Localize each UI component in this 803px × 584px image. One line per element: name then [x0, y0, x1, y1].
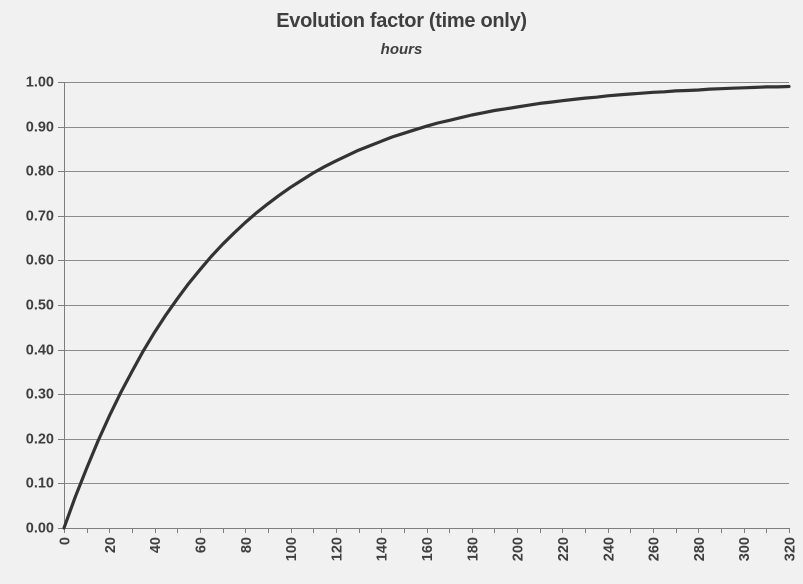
y-tick-label: 0.60 — [26, 253, 54, 269]
series-line-evolution-factor — [62, 84, 791, 530]
x-tick-label: 300 — [737, 537, 753, 561]
x-tick-label: 180 — [465, 537, 481, 561]
y-tick-label: 0.70 — [26, 209, 54, 225]
chart-title: Evolution factor (time only) — [276, 10, 527, 32]
y-tick-label: 0.30 — [26, 387, 54, 403]
y-tick-label: 0.40 — [26, 343, 54, 359]
x-tick-label: 260 — [647, 537, 663, 561]
x-tick-label: 320 — [783, 537, 799, 561]
y-tick-label: 0.90 — [26, 120, 54, 136]
x-tick-label: 20 — [103, 537, 119, 553]
x-tick-label: 220 — [556, 537, 572, 561]
x-tick-label: 240 — [601, 537, 617, 561]
y-tick-label: 0.80 — [26, 164, 54, 180]
x-tick-label: 140 — [375, 537, 391, 561]
y-tick-label: 1.00 — [26, 75, 54, 91]
x-tick-label: 80 — [239, 537, 255, 553]
x-tick-label: 100 — [284, 537, 300, 561]
y-tick-label: 0.50 — [26, 298, 54, 314]
x-tick-label: 160 — [420, 537, 436, 561]
y-tick-label: 0.10 — [26, 476, 54, 492]
x-tick-label: 0 — [58, 537, 74, 545]
x-tick-label: 200 — [511, 537, 527, 561]
y-tick-label: 0.20 — [26, 432, 54, 448]
x-tick-label: 120 — [329, 537, 345, 561]
y-tick-label: 0.00 — [26, 521, 54, 537]
x-tick-label: 40 — [148, 537, 164, 553]
x-tick-label: 60 — [193, 537, 209, 553]
x-tick-label: 280 — [692, 537, 708, 561]
chart-subtitle: hours — [380, 41, 423, 58]
